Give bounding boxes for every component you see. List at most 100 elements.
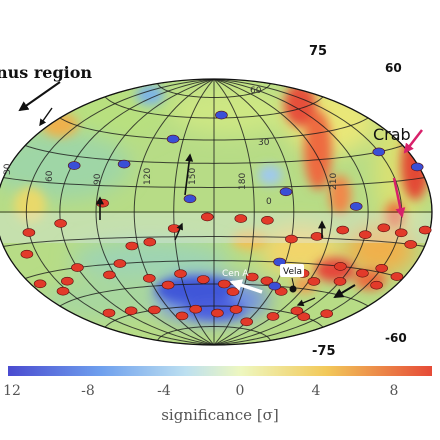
region-label: nus region	[0, 63, 92, 82]
meridian-line	[133, 79, 215, 345]
source-marker-red	[175, 311, 189, 321]
source-marker-red	[161, 280, 175, 290]
colorbar-gradient	[8, 366, 432, 376]
colorbar-tick-2: -8	[81, 383, 95, 399]
source-marker-blue	[372, 147, 386, 157]
source-marker-red	[22, 228, 36, 237]
source-marker-red	[418, 225, 432, 235]
meridian-line	[95, 79, 215, 345]
arrow-dark-1	[333, 284, 356, 299]
source-marker-red	[20, 249, 34, 259]
source-marker-red	[229, 305, 243, 314]
meridian-line	[213, 79, 333, 345]
meridian-line	[59, 79, 215, 345]
region-arrow	[18, 81, 61, 112]
dec-label-minus75: -75	[312, 344, 336, 359]
source-marker-red	[56, 286, 70, 296]
colorbar-tick-4: 0	[236, 383, 245, 399]
colorbar-tick-3: -4	[157, 383, 171, 399]
source-marker-red	[310, 232, 324, 241]
vela-label-box	[280, 264, 304, 277]
source-marker-red	[377, 223, 391, 233]
meridian-line	[213, 79, 295, 345]
crab-arrow	[403, 129, 423, 154]
vela-marker	[289, 285, 297, 293]
ra-label-30: 30	[3, 163, 13, 175]
vela-label: Vela	[283, 267, 302, 277]
sky-map	[0, 78, 433, 346]
source-marker-red	[61, 276, 74, 286]
map-outline	[0, 78, 433, 346]
source-marker-red	[375, 263, 389, 273]
cen-a-arrow	[229, 279, 263, 294]
colorbar-tick-5: 4	[312, 383, 321, 399]
source-marker-red	[285, 234, 298, 244]
source-marker-blue	[117, 159, 131, 169]
source-marker-red	[174, 269, 187, 279]
dec-label-75-top: 75	[309, 44, 327, 59]
source-marker-red	[143, 273, 156, 283]
source-marker-red	[218, 279, 231, 289]
source-marker-red	[333, 277, 347, 286]
source-marker-blue	[349, 202, 363, 211]
source-marker-red	[102, 308, 116, 318]
source-marker-red	[234, 214, 248, 223]
colorbar-label: significance [σ]	[161, 406, 279, 424]
source-marker-red	[143, 237, 157, 247]
source-marker-blue	[279, 187, 293, 197]
source-marker-red	[261, 216, 274, 225]
source-marker-red	[113, 259, 127, 268]
dec-label-0: 0	[266, 197, 272, 207]
source-marker-red	[103, 270, 116, 280]
source-marker-red	[297, 312, 311, 322]
source-marker-red	[356, 268, 369, 278]
crab-label: Crab	[373, 125, 411, 144]
source-marker-red	[54, 219, 67, 228]
source-marker-red	[125, 241, 139, 251]
source-marker-red	[307, 277, 321, 286]
source-marker-red	[336, 225, 350, 235]
source-marker-red	[96, 198, 109, 208]
ra-label-90: 90	[93, 173, 103, 185]
arrow-dark-6	[174, 222, 183, 241]
source-marker-red	[320, 309, 334, 319]
source-marker-red	[390, 272, 404, 281]
arrow-dark-7	[296, 297, 316, 307]
source-marker-blue	[215, 110, 228, 120]
dec-label-30: 30	[258, 138, 270, 148]
dec-label-60-top: 60	[385, 61, 402, 75]
source-marker-red	[201, 212, 214, 222]
annotations: nus region Crab Cen A Vela	[0, 63, 423, 307]
source-marker-blue	[410, 162, 424, 172]
grid-labels: 75 60 60 30 0 -75 -60 30 60 90 120 150 1…	[3, 44, 407, 359]
ra-label-60: 60	[45, 170, 55, 182]
dec-label-60-inner: 60	[250, 86, 262, 96]
source-marker-red	[211, 308, 224, 318]
ra-label-150: 150	[188, 168, 198, 185]
meridian-line	[25, 79, 215, 345]
colorbar-ticks: 12 -8 -4 0 4 8	[3, 383, 398, 399]
source-marker-blue	[67, 161, 81, 170]
source-marker-red	[370, 280, 383, 290]
source-marker-red	[290, 306, 304, 316]
source-markers	[20, 110, 432, 327]
colorbar-tick-6: 8	[390, 383, 399, 399]
source-marker-red	[124, 306, 138, 316]
source-marker-red	[226, 287, 240, 297]
source-marker-red	[404, 240, 418, 249]
source-marker-red	[197, 275, 210, 284]
source-marker-blue	[268, 281, 282, 291]
arrow-dark-5	[39, 107, 53, 127]
crab-arrow-2	[392, 177, 406, 218]
source-marker-red	[260, 276, 274, 286]
source-marker-red	[334, 262, 347, 271]
source-marker-red	[71, 263, 84, 272]
source-marker-red	[33, 279, 47, 289]
ra-label-120: 120	[143, 168, 153, 185]
ra-label-180: 180	[238, 173, 248, 190]
colorbar-tick-1: 12	[3, 383, 21, 399]
vela-arrow	[291, 277, 295, 288]
source-marker-red	[240, 317, 253, 327]
ra-label-210: 210	[329, 173, 339, 190]
